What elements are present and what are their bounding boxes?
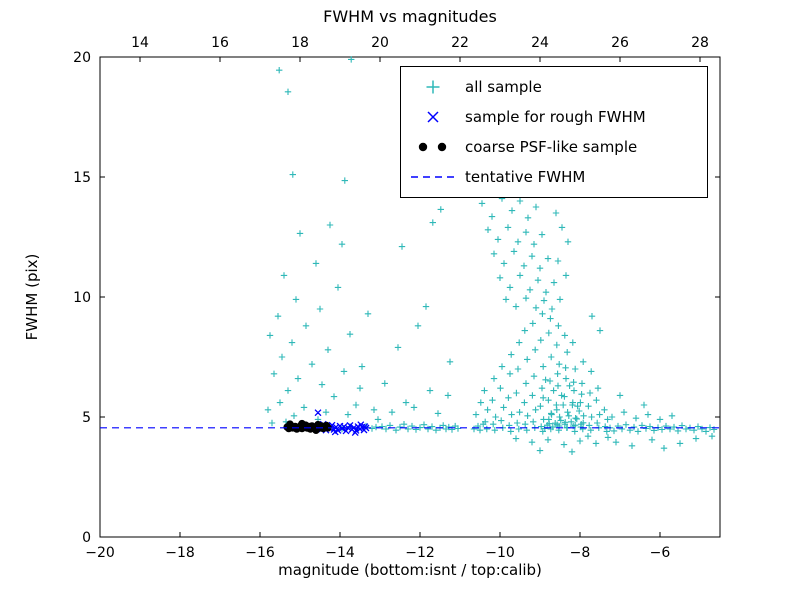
- svg-text:24: 24: [531, 35, 549, 51]
- svg-text:16: 16: [211, 35, 229, 51]
- bottom-axis: [99, 532, 661, 537]
- bottom-axis-labels: −20 −18 −16 −14 −12 −10 −8 −6: [85, 545, 670, 561]
- svg-text:18: 18: [291, 35, 309, 51]
- svg-text:5: 5: [82, 410, 91, 426]
- legend-label: all sample: [465, 78, 542, 96]
- x-marker-icon: [401, 109, 465, 125]
- dashed-line-icon: [401, 169, 465, 185]
- svg-text:22: 22: [451, 35, 469, 51]
- plus-marker-icon: [401, 79, 465, 95]
- series-all-sample: [264, 56, 718, 455]
- svg-text:−6: −6: [650, 545, 671, 561]
- top-axis: [139, 57, 701, 62]
- svg-text:−20: −20: [85, 545, 115, 561]
- top-axis-labels: 14 16 18 20 22 24 26 28: [131, 35, 709, 51]
- svg-text:−10: −10: [485, 545, 515, 561]
- legend-label: coarse PSF-like sample: [465, 138, 638, 156]
- svg-text:−14: −14: [325, 545, 355, 561]
- dot-marker-icon: [401, 139, 465, 155]
- legend-row-tentative-fwhm: tentative FWHM: [401, 162, 707, 192]
- svg-text:15: 15: [73, 170, 91, 186]
- legend-label: sample for rough FWHM: [465, 108, 646, 126]
- svg-text:−8: −8: [570, 545, 591, 561]
- svg-text:14: 14: [131, 35, 149, 51]
- legend: all sample sample for rough FWHM coarse …: [400, 66, 708, 198]
- chart-title: FWHM vs magnitudes: [323, 7, 497, 26]
- svg-text:28: 28: [691, 35, 709, 51]
- legend-row-psf-like: coarse PSF-like sample: [401, 132, 707, 162]
- svg-text:26: 26: [611, 35, 629, 51]
- svg-text:10: 10: [73, 290, 91, 306]
- legend-label: tentative FWHM: [465, 168, 586, 186]
- svg-text:−12: −12: [405, 545, 435, 561]
- svg-text:20: 20: [371, 35, 389, 51]
- legend-row-rough-fwhm: sample for rough FWHM: [401, 102, 707, 132]
- svg-text:20: 20: [73, 50, 91, 66]
- svg-text:−18: −18: [165, 545, 195, 561]
- y-axis: [100, 56, 720, 538]
- y-axis-label: FWHM (pix): [23, 253, 41, 341]
- svg-text:−16: −16: [245, 545, 275, 561]
- x-axis-label: magnitude (bottom:isnt / top:calib): [278, 561, 542, 579]
- svg-text:0: 0: [82, 530, 91, 546]
- legend-row-all-sample: all sample: [401, 72, 707, 102]
- y-axis-labels: 0 5 10 15 20: [73, 50, 91, 546]
